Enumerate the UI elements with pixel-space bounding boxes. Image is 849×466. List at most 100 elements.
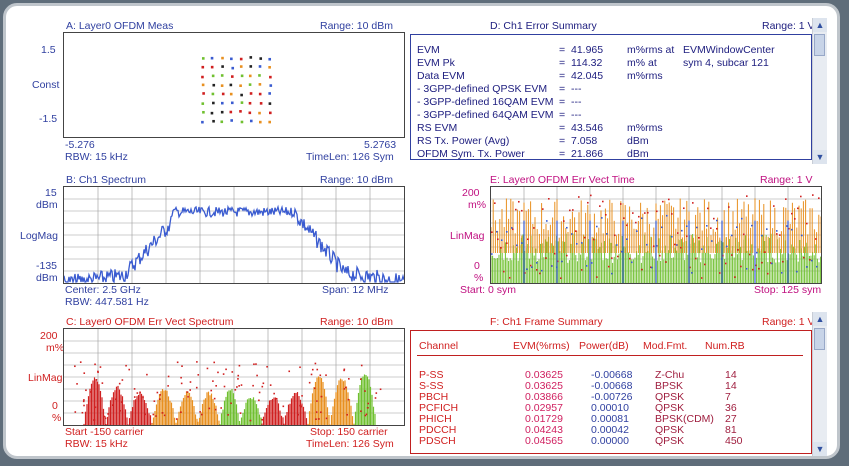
err-time-point	[681, 229, 683, 232]
err-time-point	[494, 202, 496, 204]
constellation-point	[231, 66, 235, 70]
err-time-point	[695, 257, 697, 260]
constellation-point	[239, 110, 242, 113]
err-time-point	[722, 254, 724, 257]
scroll-up-icon[interactable]: ▲	[813, 312, 827, 326]
err-time-point	[701, 248, 703, 250]
err-spec-point	[359, 378, 362, 380]
constellation-point	[221, 92, 225, 96]
constellation-plot[interactable]	[63, 32, 405, 138]
err-time-point	[596, 225, 598, 228]
err-spec-point	[237, 374, 240, 377]
err-time-point	[691, 272, 693, 274]
err-time-point	[779, 234, 781, 236]
err-spec-point	[238, 364, 241, 367]
frame-row-rb: 7	[725, 391, 731, 403]
err-spec-point	[118, 382, 121, 385]
err-spec-point	[85, 389, 87, 392]
pane-a-range: Range: 10 dBm	[320, 20, 393, 32]
frame-row-pwr: -0.00668	[591, 369, 633, 381]
frame-row-mod: QPSK	[655, 435, 685, 447]
err-vect-time-plot[interactable]	[490, 186, 822, 284]
constellation-point	[202, 92, 205, 95]
frame-row-mod: BPSK(CDM)	[655, 413, 714, 425]
error-summary-eq: =	[559, 122, 566, 134]
frame-row-pwr: -0.00668	[591, 380, 633, 392]
error-summary-eq: =	[559, 83, 566, 95]
err-spec-point	[364, 414, 367, 417]
err-time-point	[512, 228, 514, 231]
constellation-point	[258, 92, 262, 96]
pane-b-y-top: 15	[45, 187, 57, 199]
error-summary-extra: sym 4, subcar 121	[683, 57, 769, 69]
err-spec-point	[81, 411, 84, 414]
frame-row-evm: 0.04565	[525, 435, 563, 447]
error-summary-value: 43.546	[571, 122, 604, 134]
frame-row-ch: P-SS	[419, 369, 444, 381]
err-time-point	[572, 209, 574, 211]
spectrum-plot[interactable]	[63, 186, 405, 284]
err-spec-point	[176, 361, 179, 364]
error-summary-scrollbar[interactable]: ▲ ▼	[812, 18, 827, 164]
err-time-point	[809, 259, 811, 261]
err-time-point	[491, 231, 493, 233]
err-time-point	[576, 243, 578, 245]
constellation-point	[211, 74, 215, 78]
err-spec-point	[212, 380, 214, 382]
err-time-point	[546, 220, 548, 222]
scroll-down-icon[interactable]: ▼	[813, 442, 827, 456]
err-time-point	[801, 234, 803, 237]
err-spec-point	[237, 378, 239, 380]
frame-row-pwr: 0.00081	[591, 413, 629, 425]
err-time-point	[527, 238, 529, 241]
err-time-point	[815, 238, 817, 240]
err-time-point	[500, 247, 502, 249]
err-spec-point	[375, 392, 378, 394]
frame-row-rb: 81	[725, 424, 737, 436]
frame-row-evm: 0.04243	[525, 424, 563, 436]
err-spec-point	[99, 366, 102, 368]
pane-d-range: Range: 1 V	[762, 20, 815, 32]
scroll-down-icon[interactable]: ▼	[813, 150, 827, 164]
err-spec-point	[133, 396, 136, 398]
pane-a-constellation: A: Layer0 OFDM Meas Range: 10 dBm 1.5 Co…	[6, 6, 406, 166]
err-time-point	[726, 245, 728, 248]
err-time-point	[551, 265, 553, 267]
constellation-point	[210, 65, 214, 69]
err-time-point	[770, 262, 772, 264]
header-divider	[417, 355, 803, 356]
pane-c-stop: Stop: 150 carrier	[310, 426, 388, 438]
err-spec-point	[344, 386, 347, 389]
err-time-point	[731, 234, 733, 237]
err-spec-point	[313, 387, 316, 390]
frame-row-evm: 0.03866	[525, 391, 563, 403]
err-spec-point	[217, 371, 219, 374]
err-spec-point	[189, 389, 191, 391]
err-time-point	[587, 201, 589, 204]
constellation-point	[230, 101, 234, 105]
frame-row-pwr: 0.00000	[591, 435, 629, 447]
err-spec-point	[343, 368, 346, 371]
err-time-point	[530, 264, 532, 267]
err-time-point	[755, 264, 757, 267]
err-spec-point	[213, 361, 216, 364]
err-spec-point	[273, 392, 275, 395]
err-spec-point	[144, 413, 147, 416]
err-time-point	[710, 227, 712, 229]
scroll-thumb[interactable]	[814, 34, 825, 56]
err-time-point	[676, 244, 678, 246]
err-time-point	[571, 233, 573, 235]
err-time-point	[659, 254, 661, 257]
scroll-up-icon[interactable]: ▲	[813, 18, 827, 32]
err-vect-spectrum-plot[interactable]	[63, 328, 405, 426]
err-time-point	[806, 266, 808, 268]
err-spec-point	[163, 414, 166, 417]
constellation-point	[229, 110, 233, 114]
col-power-header: Power(dB)	[579, 340, 629, 352]
err-time-point	[518, 200, 520, 203]
err-time-point	[728, 206, 730, 208]
err-time-point	[666, 214, 668, 217]
scroll-thumb[interactable]	[814, 328, 825, 350]
err-spec-point	[161, 412, 164, 414]
frame-summary-scrollbar[interactable]: ▲ ▼	[812, 312, 827, 456]
